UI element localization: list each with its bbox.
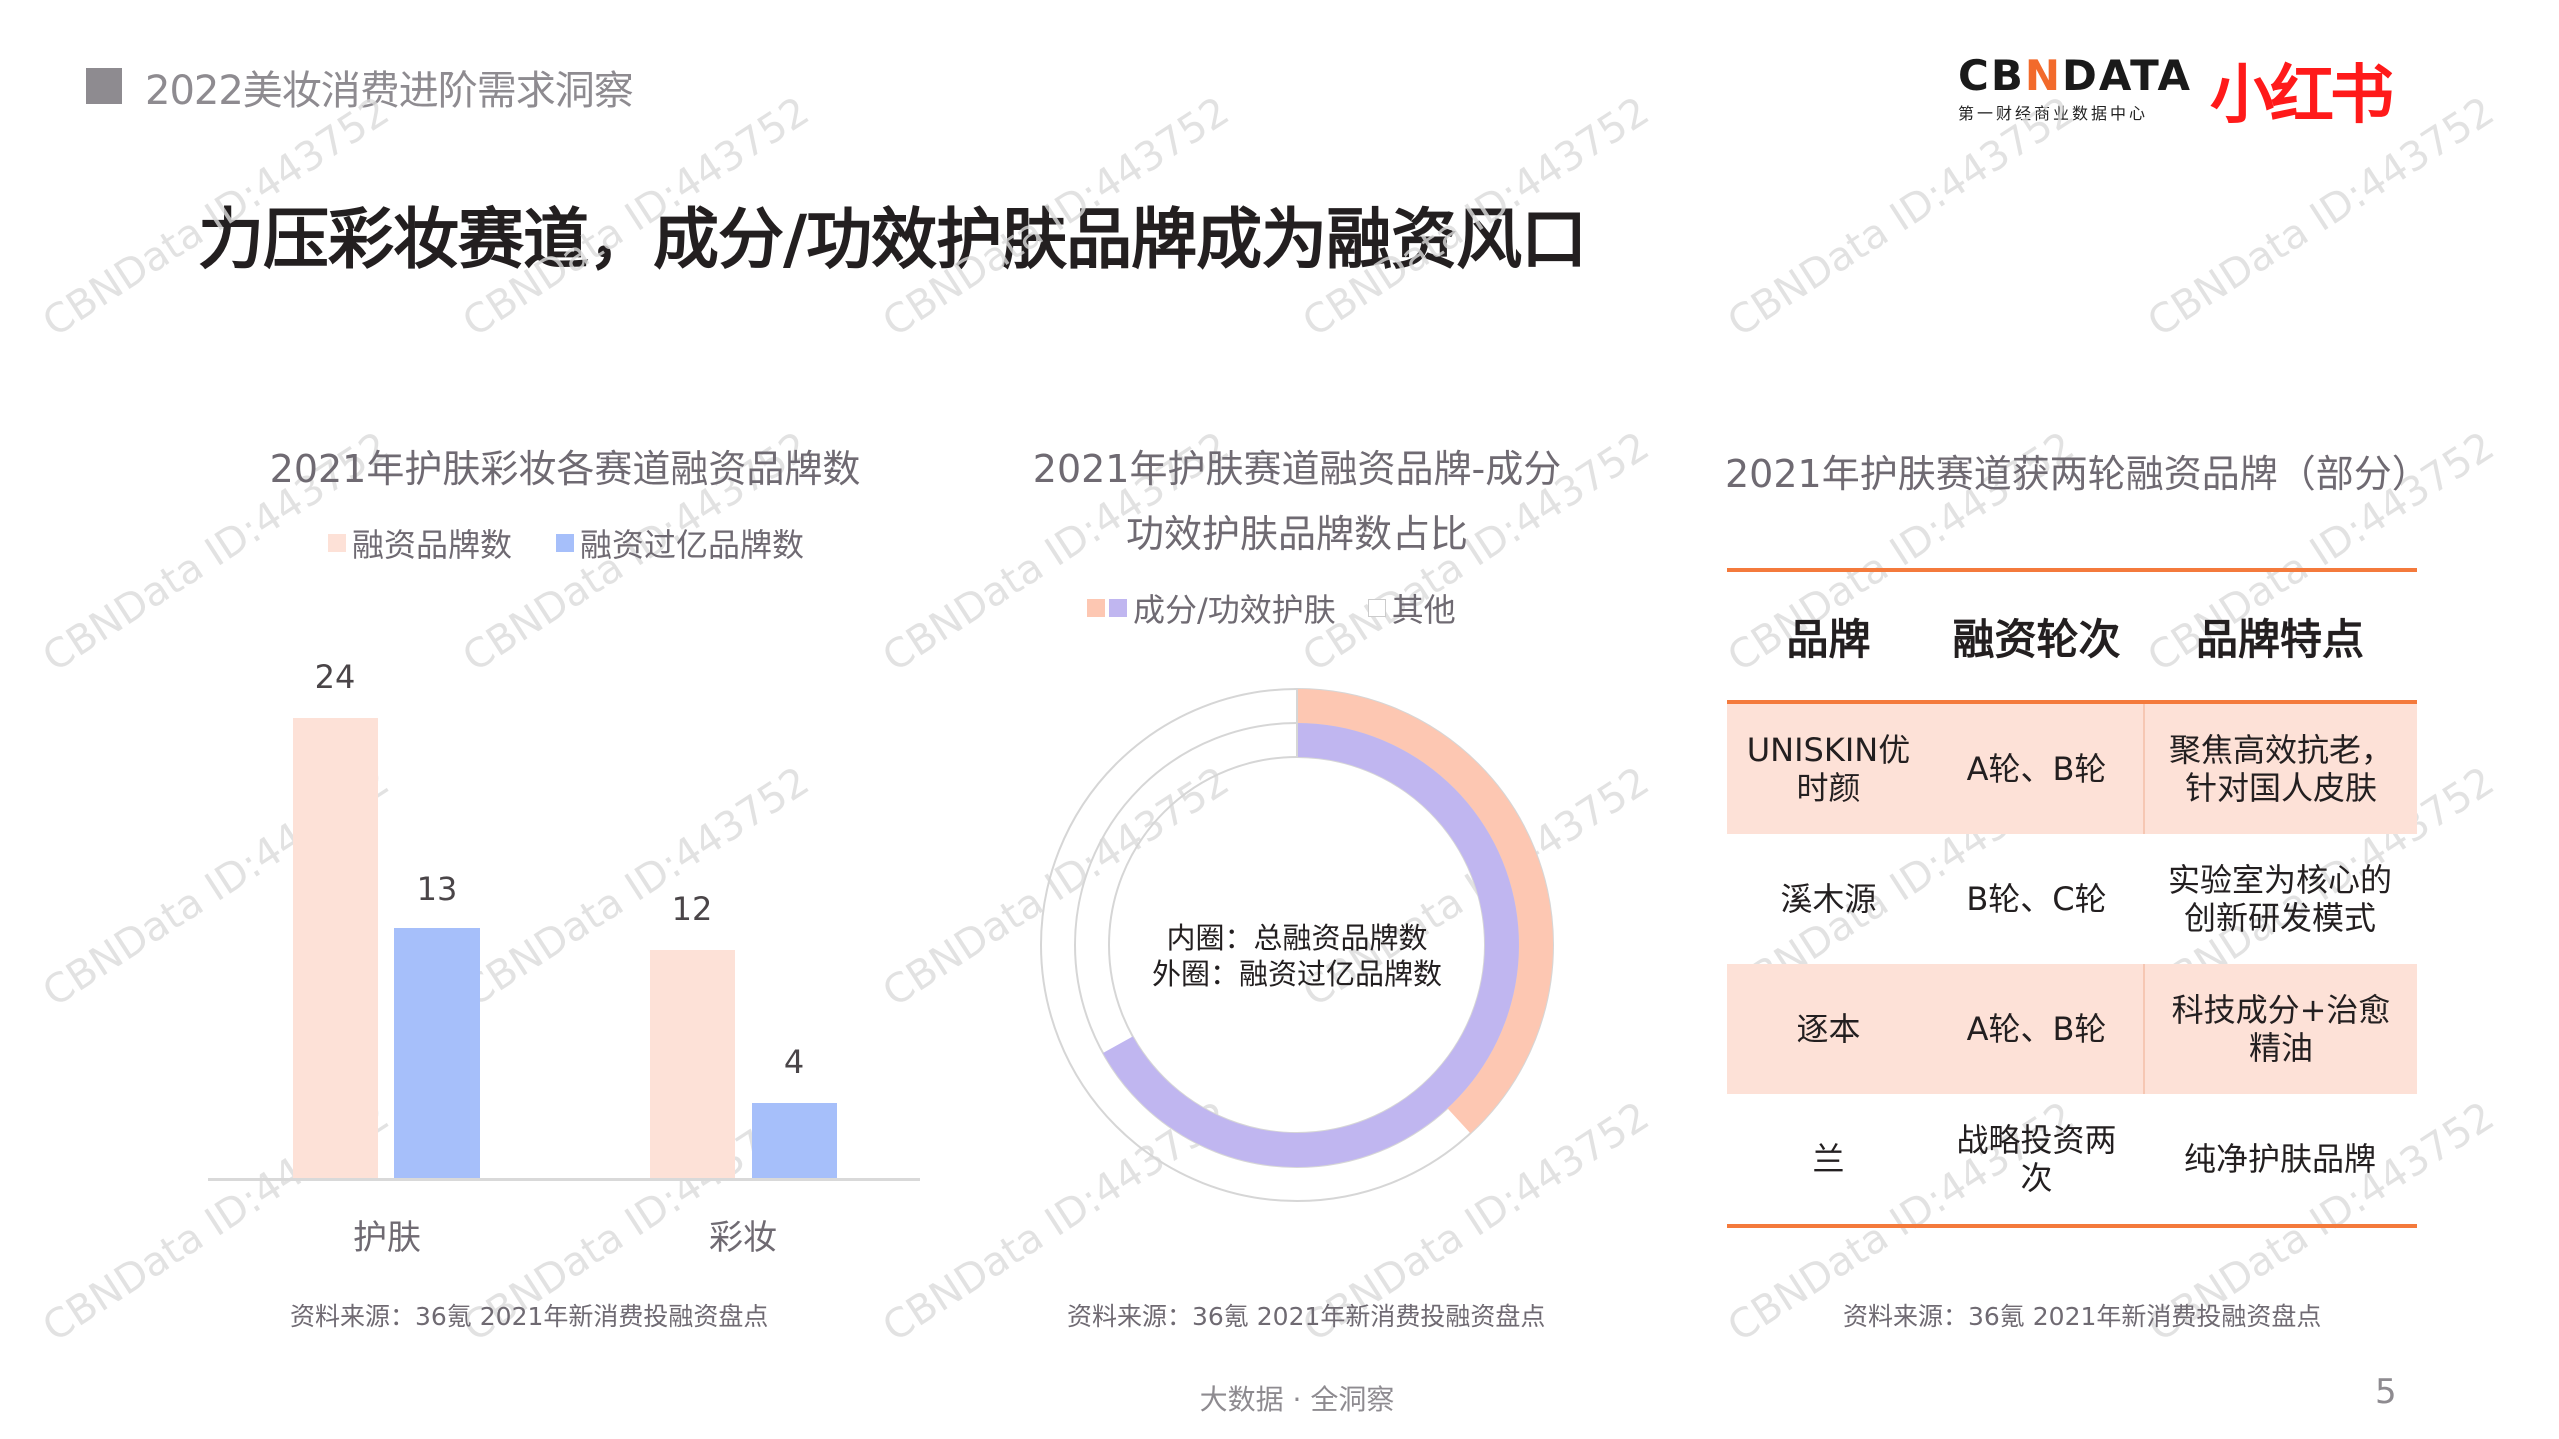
table-header: 品牌 融资轮次 品牌特点: [1727, 572, 2417, 700]
table-top-rule: [1727, 568, 2417, 572]
page-title: 力压彩妆赛道，成分/功效护肤品牌成为融资风口: [198, 201, 1587, 278]
bar-skincare-total: [293, 718, 378, 1179]
nested-donut-chart: [1040, 688, 1554, 1202]
bar-chart-title: 2021年护肤彩妆各赛道融资品牌数: [269, 447, 861, 491]
cell-feature: 科技成分+治愈 精油: [2143, 964, 2417, 1094]
page-number: 5: [2375, 1372, 2397, 1412]
source-note: 资料来源：36氪 2021年新消费投融资盘点: [1067, 1302, 1546, 1331]
cell-round: A轮、B轮: [1966, 750, 2107, 788]
table-row: 兰 战略投资两次 纯净护肤品牌: [1727, 1094, 2417, 1224]
legend-swatch-white: [1367, 599, 1386, 617]
legend-swatch-blue: [556, 534, 575, 552]
donut-center-label: 内圈：总融资品牌数 外圈：融资过亿品牌数: [1097, 920, 1497, 992]
bar-value: 12: [671, 890, 713, 928]
table-row: 溪木源 B轮、C轮 实验室为核心的 创新研发模式: [1727, 834, 2417, 964]
column-header: 品牌: [1786, 614, 1871, 664]
cell-brand: 溪木源: [1780, 880, 1877, 918]
xiaohongshu-logo: 小红书: [2210, 59, 2394, 133]
legend-label: 成分/功效护肤: [1133, 591, 1336, 629]
bar-makeup-total: [650, 950, 735, 1179]
logo-text: DATA: [2062, 51, 2193, 100]
legend-swatch-pink: [328, 534, 346, 552]
table-header-rule: [1727, 700, 2417, 704]
donut-chart-title-line2: 功效护肤品牌数占比: [1125, 512, 1468, 556]
footer-slogan: 大数据 · 全洞察: [1199, 1383, 1395, 1416]
source-note: 资料来源：36氪 2021年新消费投融资盘点: [290, 1302, 769, 1331]
legend-swatch-purple: [1109, 599, 1127, 617]
cell-brand: 兰: [1812, 1140, 1845, 1178]
section-title: 2022美妆消费进阶需求洞察: [145, 68, 634, 114]
cbndata-logo: CBNDATA 第一财经商业数据中心: [1958, 51, 2190, 124]
x-axis-label: 彩妆: [709, 1218, 777, 1258]
cell-brand: UNISKIN优 时颜: [1746, 731, 1911, 807]
source-note: 资料来源：36氪 2021年新消费投融资盘点: [1843, 1302, 2322, 1331]
cell-feature: 聚焦高效抗老， 针对国人皮肤: [2143, 704, 2417, 834]
bar-chart-legend: 融资品牌数 融资过亿品牌数: [328, 520, 804, 566]
legend-label: 其他: [1391, 591, 1456, 629]
cbndata-subtitle: 第一财经商业数据中心: [1958, 104, 2149, 123]
cell-round: B轮、C轮: [1966, 880, 2107, 918]
logo-n-mark: N: [2024, 51, 2062, 100]
legend-label: 融资品牌数: [352, 526, 513, 564]
cell-round: A轮、B轮: [1966, 1010, 2107, 1048]
cell-round: 战略投资两次: [1956, 1121, 2117, 1197]
inner-ring-label: 内圈：总融资品牌数: [1166, 921, 1428, 955]
bar-value: 24: [314, 658, 356, 696]
x-axis-line: [208, 1178, 920, 1181]
watermark: CBNData ID:443752: [454, 758, 818, 1016]
logo-text: CB: [1958, 51, 2025, 100]
table-row: UNISKIN优 时颜 A轮、B轮 聚焦高效抗老， 针对国人皮肤: [1727, 704, 2417, 834]
outer-ring-label: 外圈：融资过亿品牌数: [1151, 957, 1442, 991]
table-bottom-rule: [1727, 1224, 2417, 1228]
donut-chart-legend: 成分/功效护肤 其他: [1087, 585, 1456, 631]
column-header: 品牌特点: [2195, 614, 2364, 664]
watermark: CBNData ID:443752: [1719, 88, 2083, 346]
cell-brand: 逐本: [1796, 1010, 1861, 1048]
cell-feature: 纯净护肤品牌: [2183, 1140, 2376, 1178]
x-axis-label: 护肤: [353, 1218, 421, 1258]
table-row: 逐本 A轮、B轮 科技成分+治愈 精油: [1727, 964, 2417, 1094]
legend-label: 融资过亿品牌数: [580, 526, 805, 564]
bar-skincare-over100m: [394, 928, 480, 1179]
legend-swatch-orange: [1087, 599, 1105, 617]
table-title: 2021年护肤赛道获两轮融资品牌（部分）: [1725, 452, 2430, 496]
bar-value: 4: [783, 1043, 805, 1081]
section-marker: [86, 68, 122, 104]
brand-table: 品牌 融资轮次 品牌特点 UNISKIN优 时颜 A轮、B轮 聚焦高效抗老， 针对国…: [1727, 568, 2417, 1228]
cell-feature: 实验室为核心的 创新研发模式: [2167, 861, 2392, 937]
donut-chart-title-line1: 2021年护肤赛道融资品牌-成分: [1032, 447, 1562, 491]
bar-value: 13: [416, 870, 458, 908]
column-header: 融资轮次: [1952, 614, 2121, 664]
bar-makeup-over100m: [752, 1103, 837, 1179]
